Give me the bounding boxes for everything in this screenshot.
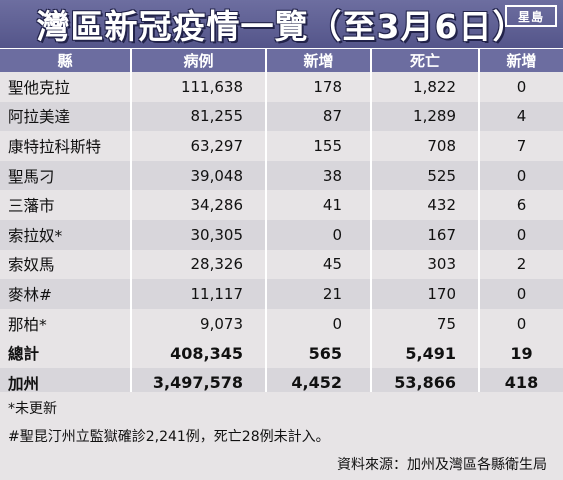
cases-cell: 30,305: [130, 219, 266, 250]
logo: 星島: [505, 5, 557, 27]
new-cases-cell: 0: [265, 219, 371, 250]
county-cell: 麥林#: [0, 279, 131, 309]
new-deaths-cell: 2: [478, 249, 563, 280]
new-deaths-cell: 0: [478, 308, 563, 339]
new-cases-cell: 87: [265, 101, 371, 132]
new-cases-cell: 41: [265, 190, 371, 220]
table-row: 聖馬刁 39,048 38 525 0: [0, 160, 563, 191]
source-credit: 資料來源：加州及灣區各縣衛生局: [337, 457, 547, 473]
new-cases-cell: 45: [265, 249, 371, 280]
column-header-deaths: 死亡: [370, 49, 479, 72]
new-deaths-cell: 0: [478, 219, 563, 250]
total-row: 總計 408,345 565 5,491 19: [0, 338, 563, 368]
table-row: 三藩市 34,286 41 432 6: [0, 190, 563, 220]
new-deaths-cell: 0: [478, 72, 563, 102]
cases-cell: 81,255: [130, 101, 266, 132]
deaths-cell: 1,822: [370, 72, 479, 102]
county-cell: 聖他克拉: [0, 72, 131, 102]
header-row: 縣 病例 新增 死亡 新增: [0, 49, 563, 72]
new-cases-cell: 21: [265, 279, 371, 309]
county-cell: 康特拉科斯特: [0, 131, 131, 161]
column-header-new-deaths: 新增: [478, 49, 563, 72]
deaths-cell: 303: [370, 249, 479, 280]
table-row: 索奴馬 28,326 45 303 2: [0, 249, 563, 280]
county-cell: 那柏*: [0, 308, 131, 339]
new-cases-cell: 155: [265, 131, 371, 161]
covid-table: 縣 病例 新增 死亡 新增 聖他克拉 111,638 178 1,822 0 阿拉美達 81…: [0, 49, 563, 398]
table-row: 麥林# 11,117 21 170 0: [0, 279, 563, 309]
county-cell: 總計: [0, 338, 131, 368]
table-row: 聖他克拉 111,638 178 1,822 0: [0, 72, 563, 102]
footnote-prison: #聖昆汀州立監獄確診2,241例，死亡28例未計入。: [8, 429, 330, 445]
county-cell: 索拉奴*: [0, 219, 131, 250]
table-row: 阿拉美達 81,255 87 1,289 4: [0, 101, 563, 132]
county-cell: 阿拉美達: [0, 101, 131, 132]
deaths-cell: 432: [370, 190, 479, 220]
county-cell: 索奴馬: [0, 249, 131, 280]
new-deaths-cell: 6: [478, 190, 563, 220]
page-title: 灣區新冠疫情一覽（至3月6日）: [36, 7, 527, 46]
new-cases-cell: 565: [265, 338, 371, 368]
cases-cell: 408,345: [130, 338, 266, 368]
cases-cell: 28,326: [130, 249, 266, 280]
table-row: 那柏* 9,073 0 75 0: [0, 308, 563, 339]
cases-cell: 9,073: [130, 308, 266, 339]
column-header-new-cases: 新增: [265, 49, 371, 72]
title-bar: 灣區新冠疫情一覽（至3月6日） 星島: [0, 0, 563, 48]
footnote-not-updated: *未更新: [8, 401, 57, 417]
new-deaths-cell: 19: [478, 338, 563, 368]
cases-cell: 11,117: [130, 279, 266, 309]
new-deaths-cell: 7: [478, 131, 563, 161]
new-deaths-cell: 0: [478, 160, 563, 191]
table-row: 康特拉科斯特 63,297 155 708 7: [0, 131, 563, 161]
new-cases-cell: 0: [265, 308, 371, 339]
county-cell: 聖馬刁: [0, 160, 131, 191]
table-row: 索拉奴* 30,305 0 167 0: [0, 219, 563, 250]
column-header-cases: 病例: [130, 49, 266, 72]
deaths-cell: 75: [370, 308, 479, 339]
deaths-cell: 170: [370, 279, 479, 309]
deaths-cell: 1,289: [370, 101, 479, 132]
deaths-cell: 5,491: [370, 338, 479, 368]
deaths-cell: 167: [370, 219, 479, 250]
deaths-cell: 708: [370, 131, 479, 161]
footnotes: *未更新 #聖昆汀州立監獄確診2,241例，死亡28例未計入。 資料來源：加州及…: [0, 392, 563, 480]
county-cell: 三藩市: [0, 190, 131, 220]
new-cases-cell: 178: [265, 72, 371, 102]
deaths-cell: 525: [370, 160, 479, 191]
column-header-county: 縣: [0, 49, 131, 72]
new-deaths-cell: 0: [478, 279, 563, 309]
new-cases-cell: 38: [265, 160, 371, 191]
new-deaths-cell: 4: [478, 101, 563, 132]
cases-cell: 63,297: [130, 131, 266, 161]
cases-cell: 34,286: [130, 190, 266, 220]
cases-cell: 39,048: [130, 160, 266, 191]
cases-cell: 111,638: [130, 72, 266, 102]
